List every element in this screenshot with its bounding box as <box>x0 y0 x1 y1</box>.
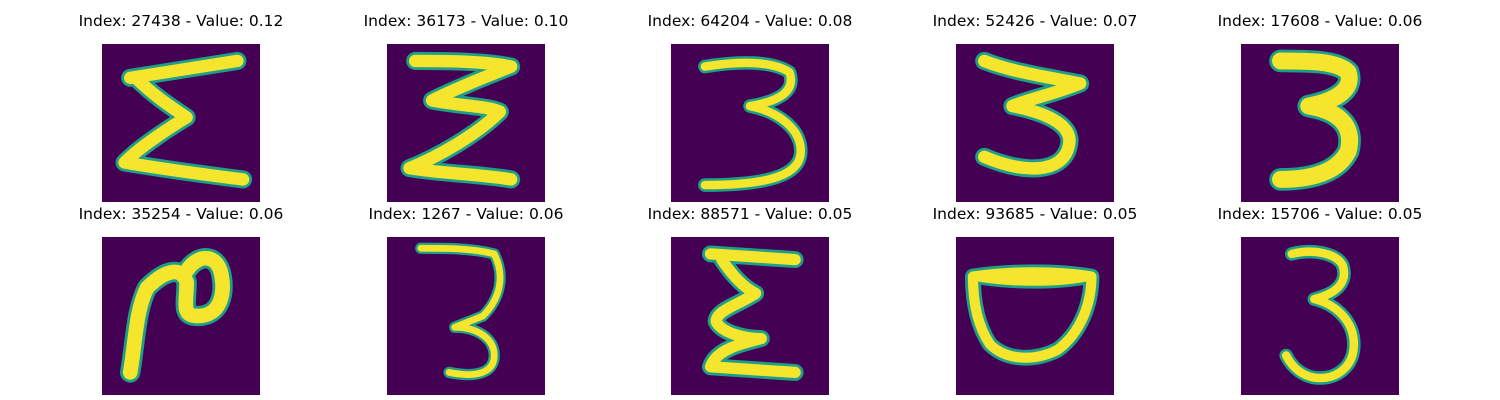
panel: Index: 52426 - Value: 0.07 <box>933 11 1137 202</box>
digit-image <box>956 237 1114 395</box>
digit-image <box>956 44 1114 202</box>
panel: Index: 36173 - Value: 0.10 <box>364 11 568 202</box>
panel-title: Index: 36173 - Value: 0.10 <box>363 12 569 30</box>
digit-image <box>102 237 260 395</box>
panel-title: Index: 93685 - Value: 0.05 <box>932 205 1138 223</box>
panel: Index: 27438 - Value: 0.12 <box>79 11 283 202</box>
digit-image <box>387 237 545 395</box>
panel-title: Index: 17608 - Value: 0.06 <box>1217 12 1423 30</box>
panel-title: Index: 88571 - Value: 0.05 <box>647 205 853 223</box>
digit-image <box>102 44 260 202</box>
panel-title: Index: 27438 - Value: 0.12 <box>78 12 284 30</box>
digit-image <box>1241 44 1399 202</box>
panel-title: Index: 1267 - Value: 0.06 <box>368 205 564 223</box>
digit-image <box>671 44 829 202</box>
digit-image <box>671 237 829 395</box>
panel: Index: 17608 - Value: 0.06 <box>1218 11 1422 202</box>
panel-title: Index: 15706 - Value: 0.05 <box>1217 205 1423 223</box>
panel: Index: 15706 - Value: 0.05 <box>1218 204 1422 395</box>
panel-title: Index: 64204 - Value: 0.08 <box>647 12 853 30</box>
digit-image <box>1241 237 1399 395</box>
panel: Index: 64204 - Value: 0.08 <box>648 11 852 202</box>
panel: Index: 93685 - Value: 0.05 <box>933 204 1137 395</box>
panel: Index: 88571 - Value: 0.05 <box>648 204 852 395</box>
panel: Index: 1267 - Value: 0.06 <box>369 204 563 395</box>
panel-title: Index: 52426 - Value: 0.07 <box>932 12 1138 30</box>
panel-title: Index: 35254 - Value: 0.06 <box>78 205 284 223</box>
panel: Index: 35254 - Value: 0.06 <box>79 204 283 395</box>
digit-image <box>387 44 545 202</box>
